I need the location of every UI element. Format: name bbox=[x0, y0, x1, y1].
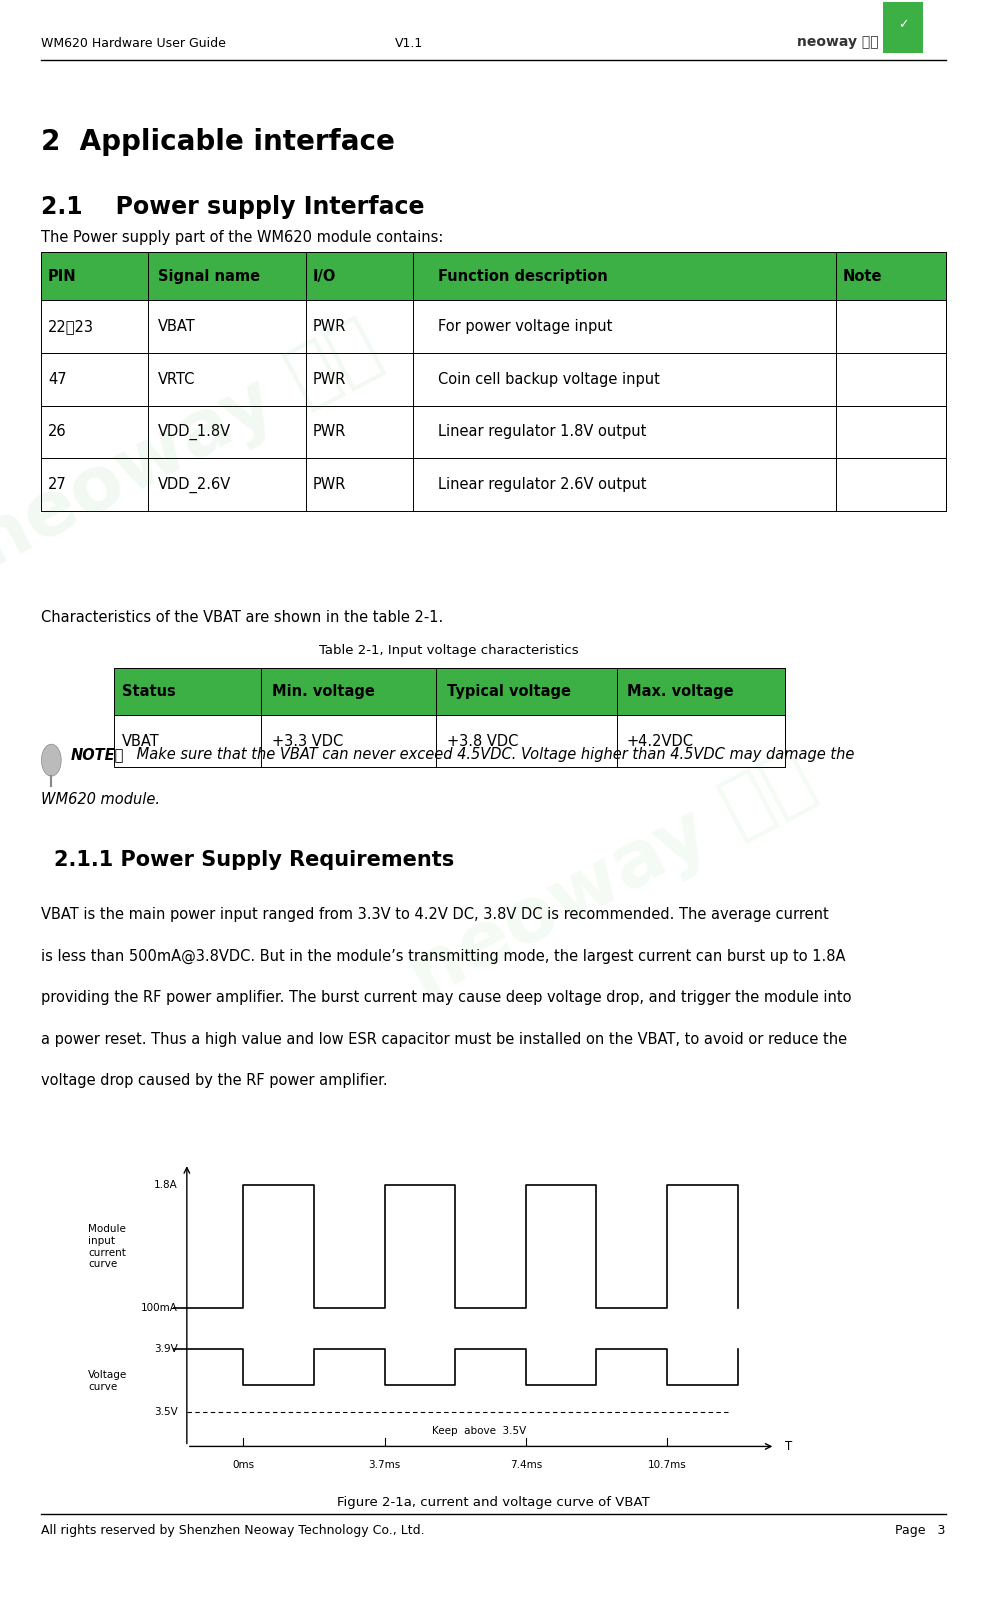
Text: PIN: PIN bbox=[47, 268, 76, 284]
Text: 26: 26 bbox=[47, 425, 66, 439]
Bar bbox=[41, 406, 945, 458]
Text: 10.7ms: 10.7ms bbox=[647, 1460, 685, 1471]
Text: PWR: PWR bbox=[313, 372, 346, 386]
Text: ✓: ✓ bbox=[897, 18, 907, 32]
Text: All rights reserved by Shenzhen Neoway Technology Co., Ltd.: All rights reserved by Shenzhen Neoway T… bbox=[41, 1524, 425, 1536]
Text: 2.1.1 Power Supply Requirements: 2.1.1 Power Supply Requirements bbox=[54, 850, 455, 870]
Bar bbox=[882, 2, 922, 53]
Text: 22、23: 22、23 bbox=[47, 319, 94, 334]
Text: 3.7ms: 3.7ms bbox=[368, 1460, 400, 1471]
Text: Linear regulator 1.8V output: Linear regulator 1.8V output bbox=[438, 425, 646, 439]
Text: neoway 有方: neoway 有方 bbox=[397, 741, 825, 1016]
Text: +3.3 VDC: +3.3 VDC bbox=[271, 733, 342, 749]
Text: Signal name: Signal name bbox=[158, 268, 259, 284]
Text: neoway 有方: neoway 有方 bbox=[0, 310, 391, 585]
Text: 47: 47 bbox=[47, 372, 66, 386]
Text: neoway 有方: neoway 有方 bbox=[796, 35, 878, 48]
Text: PWR: PWR bbox=[313, 478, 346, 492]
Text: I/O: I/O bbox=[313, 268, 336, 284]
Bar bbox=[41, 252, 945, 300]
Text: PWR: PWR bbox=[313, 319, 346, 334]
Text: Coin cell backup voltage input: Coin cell backup voltage input bbox=[438, 372, 660, 386]
Text: WM620 Hardware User Guide: WM620 Hardware User Guide bbox=[41, 37, 226, 50]
Text: Characteristics of the VBAT are shown in the table 2-1.: Characteristics of the VBAT are shown in… bbox=[41, 610, 444, 624]
Text: Module
input
current
curve: Module input current curve bbox=[88, 1225, 126, 1270]
Text: 7.4ms: 7.4ms bbox=[509, 1460, 541, 1471]
Bar bbox=[41, 353, 945, 406]
Text: is less than 500mA@3.8VDC. But in the module’s transmitting mode, the largest cu: is less than 500mA@3.8VDC. But in the mo… bbox=[41, 949, 845, 965]
Text: 2.1    Power supply Interface: 2.1 Power supply Interface bbox=[41, 195, 425, 219]
Text: voltage drop caused by the RF power amplifier.: voltage drop caused by the RF power ampl… bbox=[41, 1073, 387, 1088]
Text: 3.5V: 3.5V bbox=[154, 1407, 177, 1417]
Text: VDD_1.8V: VDD_1.8V bbox=[158, 423, 231, 441]
Text: V1.1: V1.1 bbox=[394, 37, 423, 50]
Text: Status: Status bbox=[122, 684, 176, 699]
Text: The Power supply part of the WM620 module contains:: The Power supply part of the WM620 modul… bbox=[41, 230, 444, 244]
Text: Function description: Function description bbox=[438, 268, 607, 284]
Bar bbox=[113, 715, 784, 767]
Text: 3.9V: 3.9V bbox=[154, 1345, 177, 1354]
Text: WM620 module.: WM620 module. bbox=[41, 792, 161, 806]
Text: Page   3: Page 3 bbox=[894, 1524, 945, 1536]
Circle shape bbox=[41, 744, 61, 776]
Text: providing the RF power amplifier. The burst current may cause deep voltage drop,: providing the RF power amplifier. The bu… bbox=[41, 990, 851, 1005]
Text: Note: Note bbox=[842, 268, 881, 284]
Text: Min. voltage: Min. voltage bbox=[271, 684, 374, 699]
Text: Linear regulator 2.6V output: Linear regulator 2.6V output bbox=[438, 478, 646, 492]
Bar bbox=[41, 300, 945, 353]
Text: VDD_2.6V: VDD_2.6V bbox=[158, 476, 231, 493]
Text: PWR: PWR bbox=[313, 425, 346, 439]
Text: VBAT: VBAT bbox=[158, 319, 195, 334]
Text: VRTC: VRTC bbox=[158, 372, 195, 386]
Text: 100mA: 100mA bbox=[140, 1303, 177, 1313]
Text: +4.2VDC: +4.2VDC bbox=[626, 733, 693, 749]
Text: For power voltage input: For power voltage input bbox=[438, 319, 612, 334]
Text: NOTE：: NOTE： bbox=[71, 747, 124, 762]
Text: 1.8A: 1.8A bbox=[154, 1180, 177, 1190]
Text: VBAT: VBAT bbox=[122, 733, 160, 749]
Text: 27: 27 bbox=[47, 478, 66, 492]
Text: Max. voltage: Max. voltage bbox=[626, 684, 733, 699]
Text: Keep  above  3.5V: Keep above 3.5V bbox=[431, 1426, 526, 1436]
Text: Voltage
curve: Voltage curve bbox=[88, 1370, 127, 1391]
Text: Figure 2-1a, current and voltage curve of VBAT: Figure 2-1a, current and voltage curve o… bbox=[337, 1496, 649, 1509]
Text: T: T bbox=[784, 1440, 791, 1453]
Bar bbox=[113, 668, 784, 715]
Bar bbox=[41, 458, 945, 511]
Text: a power reset. Thus a high value and low ESR capacitor must be installed on the : a power reset. Thus a high value and low… bbox=[41, 1032, 847, 1046]
Text: Typical voltage: Typical voltage bbox=[446, 684, 570, 699]
Text: Make sure that the VBAT can never exceed 4.5VDC. Voltage higher than 4.5VDC may : Make sure that the VBAT can never exceed… bbox=[132, 747, 854, 762]
Text: +3.8 VDC: +3.8 VDC bbox=[446, 733, 518, 749]
Text: VBAT is the main power input ranged from 3.3V to 4.2V DC, 3.8V DC is recommended: VBAT is the main power input ranged from… bbox=[41, 907, 828, 921]
Text: Table 2-1, Input voltage characteristics: Table 2-1, Input voltage characteristics bbox=[318, 644, 579, 656]
Text: 0ms: 0ms bbox=[232, 1460, 254, 1471]
Text: 2  Applicable interface: 2 Applicable interface bbox=[41, 128, 395, 157]
